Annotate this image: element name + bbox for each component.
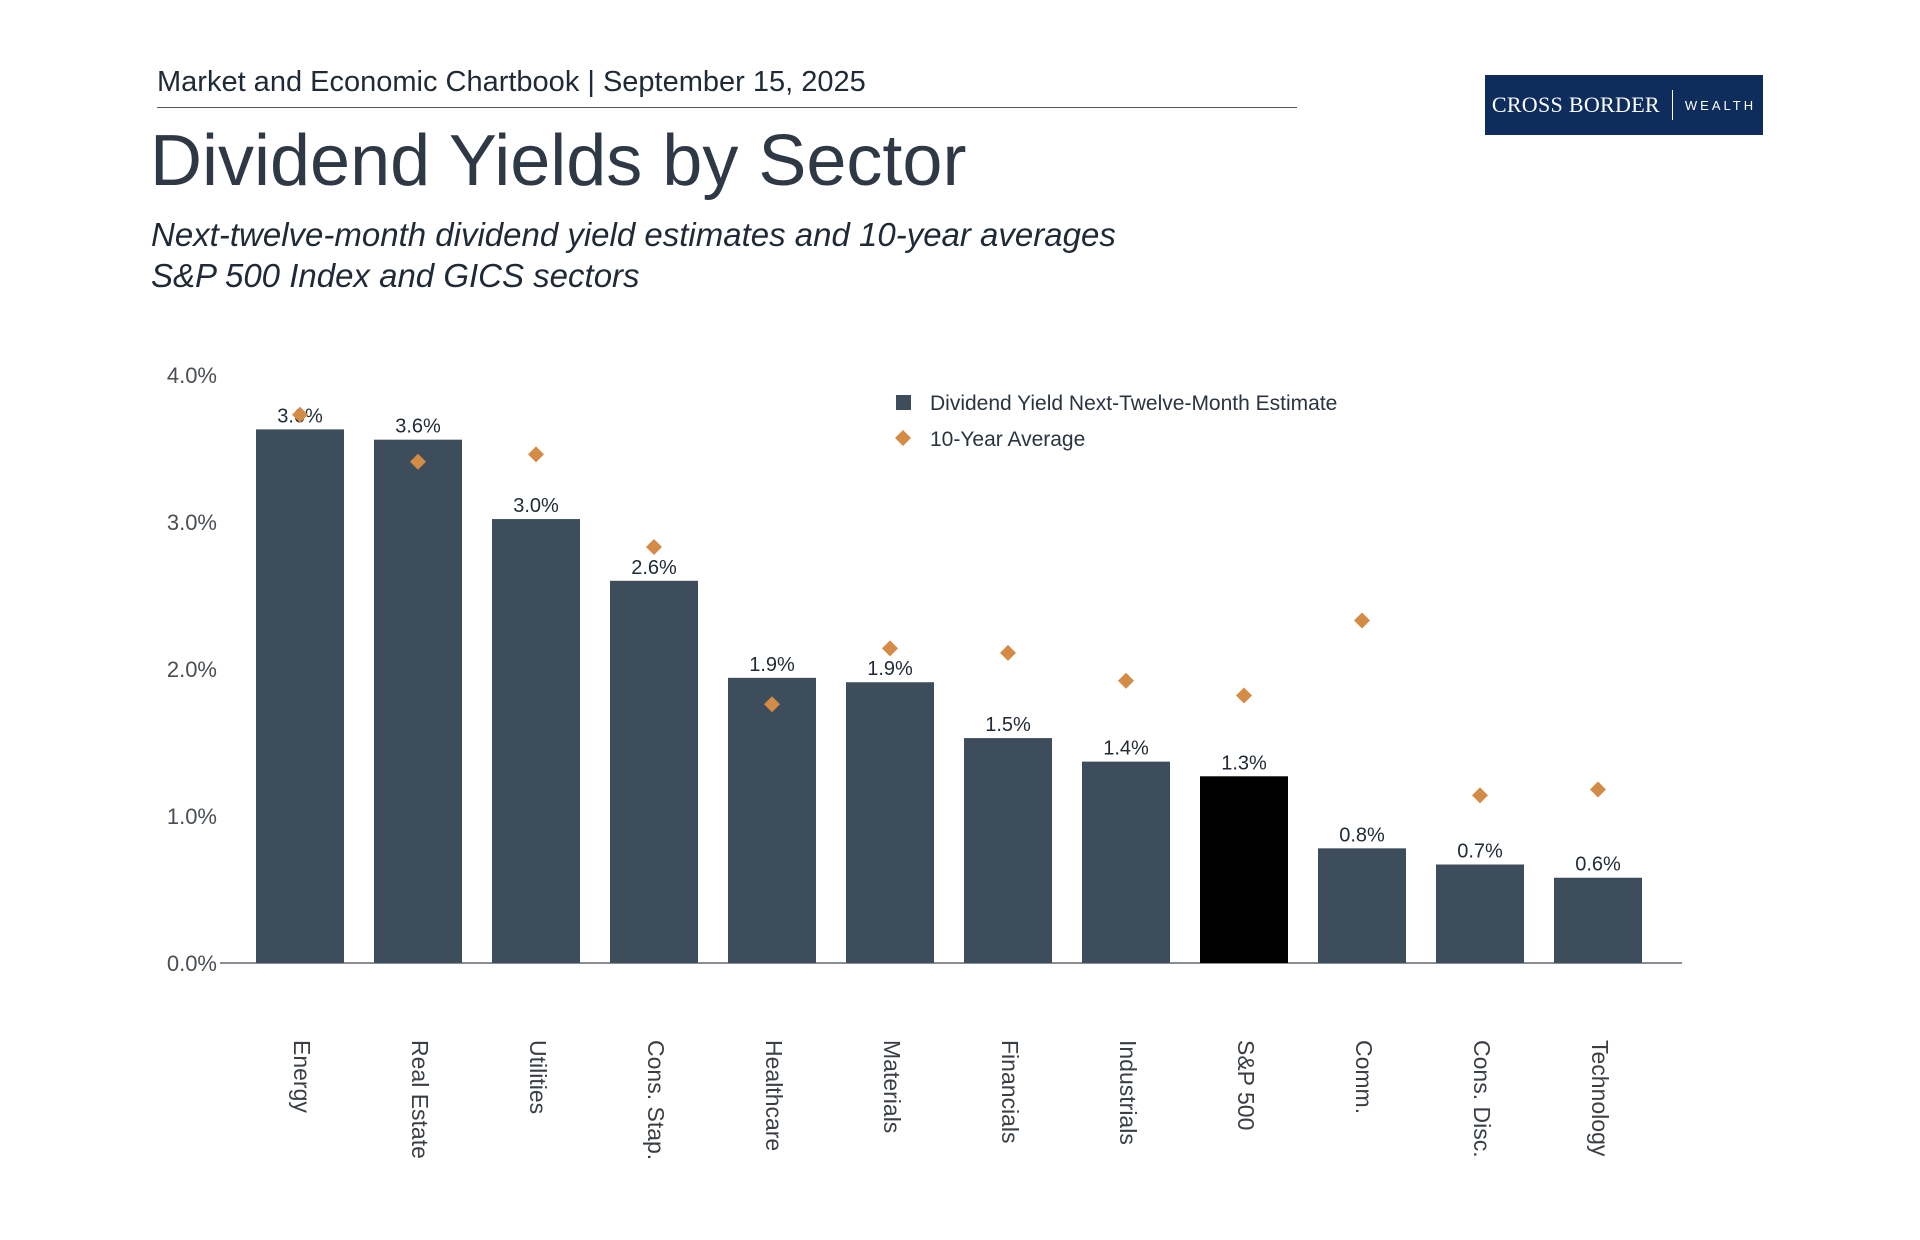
chartbook-header: Market and Economic Chartbook | Septembe… <box>157 66 866 98</box>
bar-7 <box>1082 761 1170 963</box>
bar-value-label: 3.6% <box>395 416 441 438</box>
page-title: Dividend Yields by Sector <box>150 121 967 201</box>
avg-marker-7 <box>1118 672 1134 689</box>
avg-marker-2 <box>528 446 544 463</box>
bar-value-label: 1.5% <box>985 714 1031 736</box>
header-divider <box>157 107 1297 108</box>
avg-marker-5 <box>882 640 898 657</box>
avg-marker-4 <box>764 696 780 713</box>
bar-0 <box>256 429 344 963</box>
bar-9 <box>1318 848 1406 963</box>
bar-11 <box>1554 877 1642 963</box>
avg-marker-10 <box>1472 787 1488 804</box>
x-category-label: Cons. Disc. <box>1469 1040 1495 1158</box>
avg-marker-6 <box>1000 644 1016 661</box>
subtitle-line-2: S&P 500 Index and GICS sectors <box>151 257 640 294</box>
legend-bar-swatch <box>896 395 911 410</box>
bar-3 <box>610 580 698 963</box>
logo-tag: WEALTH <box>1684 97 1757 113</box>
bar-10 <box>1436 864 1524 963</box>
x-category-label: S&P 500 <box>1233 1040 1259 1130</box>
logo-separator <box>1671 90 1673 120</box>
y-tick-label: 1.0% <box>167 804 217 829</box>
y-tick-label: 0.0% <box>167 951 217 976</box>
bar-2 <box>492 519 580 963</box>
x-category-label: Healthcare <box>761 1040 787 1151</box>
logo-name: CROSS BORDER <box>1491 92 1660 117</box>
avg-marker-8 <box>1236 687 1252 704</box>
brand-logo: CROSS BORDER WEALTH <box>1485 75 1763 135</box>
bar-value-label: 1.3% <box>1221 752 1267 774</box>
bar-value-label: 3.0% <box>513 495 559 517</box>
x-category-label: Utilities <box>525 1040 551 1114</box>
avg-marker-9 <box>1354 612 1370 629</box>
bar-value-label: 1.9% <box>867 658 913 680</box>
x-category-label: Comm. <box>1351 1040 1377 1114</box>
legend-bar-label: Dividend Yield Next-Twelve-Month Estimat… <box>930 392 1337 415</box>
x-category-label: Industrials <box>1115 1040 1141 1145</box>
bar-value-label: 0.6% <box>1575 854 1621 876</box>
bar-4 <box>728 677 816 963</box>
y-tick-label: 3.0% <box>167 510 217 535</box>
bar-value-label: 0.7% <box>1457 841 1503 863</box>
y-tick-label: 4.0% <box>167 363 217 388</box>
bar-5 <box>846 682 934 963</box>
x-category-label: Financials <box>997 1040 1023 1144</box>
avg-marker-3 <box>646 538 662 555</box>
bar-value-label: 1.9% <box>749 654 795 676</box>
legend-avg-label: 10-Year Average <box>930 428 1085 451</box>
bar-8 <box>1200 776 1288 963</box>
x-category-label: Energy <box>289 1040 315 1113</box>
bar-1 <box>374 439 462 963</box>
legend-avg-marker <box>895 430 911 446</box>
page-subtitle: Next-twelve-month dividend yield estimat… <box>151 214 1116 296</box>
bar-value-label: 0.8% <box>1339 824 1385 846</box>
avg-marker-0 <box>292 406 308 423</box>
avg-marker-11 <box>1590 781 1606 798</box>
subtitle-line-1: Next-twelve-month dividend yield estimat… <box>151 216 1116 253</box>
x-category-label: Technology <box>1587 1040 1613 1157</box>
bar-value-label: 2.6% <box>631 557 677 579</box>
x-category-label: Materials <box>879 1040 905 1133</box>
bar-6 <box>964 738 1052 963</box>
y-tick-label: 2.0% <box>167 657 217 682</box>
x-category-label: Real Estate <box>407 1040 433 1159</box>
x-category-label: Cons. Stap. <box>643 1040 669 1160</box>
bar-value-label: 1.4% <box>1103 738 1149 760</box>
avg-marker-1 <box>410 453 426 470</box>
